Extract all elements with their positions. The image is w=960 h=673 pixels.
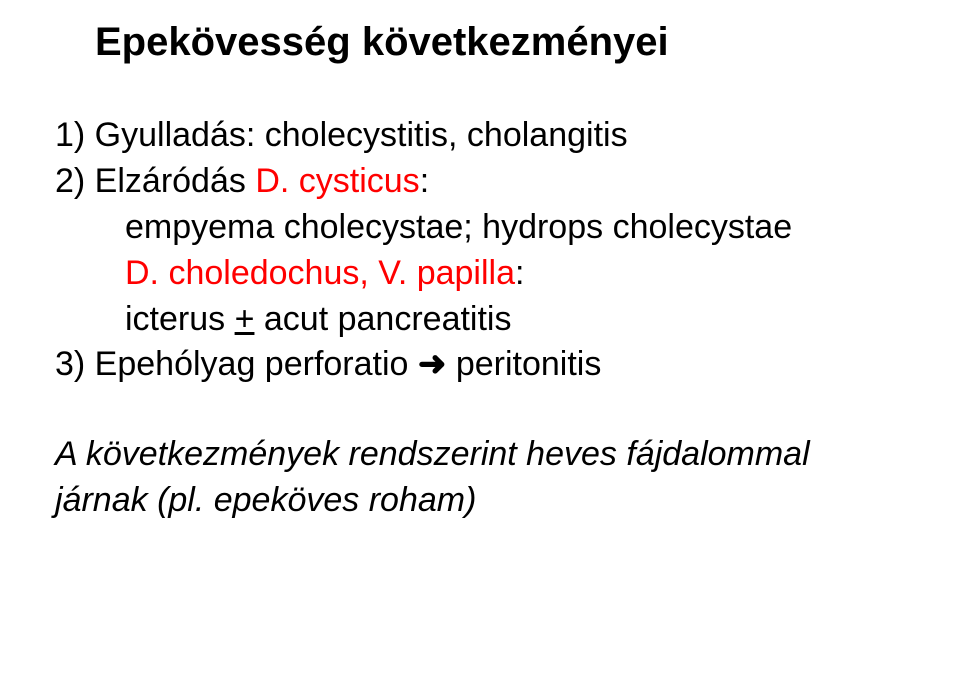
body-line-5: icterus + acut pancreatitis: [125, 297, 905, 343]
body-line-2: 2) Elzáródás D. cysticus:: [55, 159, 905, 205]
l4-colon: :: [515, 254, 524, 292]
body-line-6: 3) Epehólyag perforatio ➜ peritonitis: [55, 342, 905, 388]
l2-black: 2) Elzáródás: [55, 162, 255, 200]
l4-red: D. choledochus, V. papilla: [125, 254, 515, 292]
body-line-7: A következmények rendszerint heves fájda…: [55, 432, 905, 478]
l6-b: peritonitis: [446, 345, 601, 383]
body-line-4: D. choledochus, V. papilla:: [125, 251, 905, 297]
l2-colon: :: [420, 162, 429, 200]
body-line-8: járnak (pl. epeköves roham): [55, 478, 905, 524]
l5-c: acut pancreatitis: [254, 300, 511, 338]
slide: Epekövesség következményei 1) Gyulladás:…: [0, 0, 960, 673]
slide-title: Epekövesség következményei: [95, 20, 905, 65]
body-line-3: empyema cholecystae; hydrops cholecystae: [125, 205, 905, 251]
l5-a: icterus: [125, 300, 235, 338]
l6-a: 3) Epehólyag perforatio: [55, 345, 418, 383]
l8-a: járnak: [55, 481, 157, 519]
arrow-icon: ➜: [418, 345, 447, 383]
l2-red: D. cysticus: [255, 162, 419, 200]
body-line-1: 1) Gyulladás: cholecystitis, cholangitis: [55, 113, 905, 159]
l5-underline: +: [235, 300, 255, 338]
l8-b: (pl. epeköves roham): [157, 481, 476, 519]
